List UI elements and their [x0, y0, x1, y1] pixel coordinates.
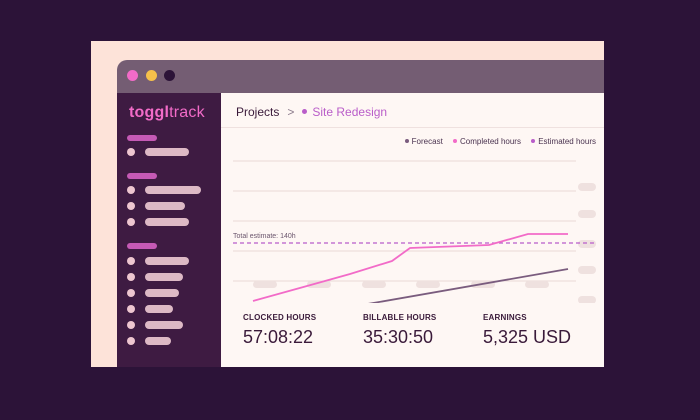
- sidebar-item-label-placeholder: [145, 337, 171, 345]
- legend-dot-icon: [453, 138, 458, 143]
- sidebar-section-header: [127, 135, 157, 141]
- sidebar-bullet-icon: [127, 202, 135, 210]
- sidebar-bullet-icon: [127, 321, 135, 329]
- x-tick-label-placeholder: [416, 281, 440, 288]
- logo-product: track: [169, 104, 205, 121]
- sidebar-item-label-placeholder: [145, 305, 173, 313]
- chart-series: [233, 233, 596, 303]
- sidebar-item-label-placeholder: [145, 289, 179, 297]
- breadcrumb: Projects > Site Redesign: [236, 105, 387, 119]
- legend-dot-icon: [531, 138, 536, 143]
- x-tick-label-placeholder: [307, 281, 331, 288]
- y-tick-label-placeholder: [578, 210, 596, 218]
- sidebar-item-label-placeholder: [145, 202, 185, 210]
- project-color-dot-icon: [302, 109, 308, 115]
- total-estimate-annotation: Total estimate: 140h: [233, 233, 296, 240]
- main-content: Projects > Site Redesign Forecast Complete…: [221, 93, 604, 367]
- stat-label: EARNINGS: [483, 313, 527, 322]
- breadcrumb-projects-link[interactable]: Projects: [236, 105, 280, 119]
- stat-value: 57:08:22: [243, 327, 314, 347]
- hours-chart: Total estimate: 140h: [233, 160, 596, 303]
- legend-item-forecast[interactable]: Forecast: [404, 137, 443, 146]
- stat-value: 5,325 USD: [483, 327, 572, 347]
- x-tick-placeholders: [253, 281, 549, 288]
- sidebar-item-label-placeholder: [145, 273, 183, 281]
- legend-label-estimated: Estimated hours: [538, 137, 596, 146]
- y-tick-label-placeholder: [578, 240, 596, 248]
- sidebar: toggltrack: [117, 93, 221, 367]
- logo-brand: toggl: [129, 104, 170, 121]
- y-tick-label-placeholder: [578, 296, 596, 303]
- sidebar-bullet-icon: [127, 337, 135, 345]
- sidebar-section-header: [127, 173, 157, 179]
- x-tick-label-placeholder: [253, 281, 277, 288]
- sidebar-bullet-icon: [127, 289, 135, 297]
- sidebar-item-label-placeholder: [145, 218, 189, 226]
- chart-legend: Forecast Completed hours Estimated hours: [397, 137, 596, 146]
- series-completed-hours-line: [252, 233, 568, 302]
- legend-label-completed: Completed hours: [460, 137, 521, 146]
- stat-earnings: EARNINGS 5,325 USD: [483, 313, 571, 348]
- header-divider: [221, 127, 604, 128]
- y-tick-placeholders: [578, 183, 596, 303]
- x-tick-label-placeholder: [362, 281, 386, 288]
- toggl-track-logo[interactable]: toggltrack: [129, 104, 205, 122]
- stat-value: 35:30:50: [363, 327, 434, 347]
- sidebar-section-header: [127, 243, 157, 249]
- sidebar-bullet-icon: [127, 186, 135, 194]
- sidebar-item-label-placeholder: [145, 257, 189, 265]
- legend-dot-icon: [404, 138, 409, 143]
- y-tick-label-placeholder: [578, 183, 596, 191]
- sidebar-bullet-icon: [127, 257, 135, 265]
- title-bar: [117, 60, 604, 93]
- legend-item-estimated[interactable]: Estimated hours: [531, 137, 596, 146]
- sidebar-item-label-placeholder: [145, 148, 189, 156]
- stat-clocked-hours: CLOCKED HOURS 57:08:22: [243, 313, 316, 348]
- chart-grid: [233, 160, 576, 282]
- close-window-dot[interactable]: [127, 70, 138, 81]
- minimize-window-dot[interactable]: [146, 70, 157, 81]
- breadcrumb-current-project[interactable]: Site Redesign: [312, 105, 388, 119]
- sidebar-bullet-icon: [127, 148, 135, 156]
- sidebar-bullet-icon: [127, 305, 135, 313]
- y-tick-label-placeholder: [578, 266, 596, 274]
- stat-label: CLOCKED HOURS: [243, 313, 317, 322]
- stat-label: BILLABLE HOURS: [363, 313, 437, 322]
- legend-label-forecast: Forecast: [411, 137, 443, 146]
- sidebar-bullet-icon: [127, 218, 135, 226]
- chevron-right-icon: >: [287, 105, 295, 119]
- x-tick-label-placeholder: [525, 281, 549, 288]
- series-forecast-line: [368, 268, 569, 303]
- legend-item-completed[interactable]: Completed hours: [453, 137, 521, 146]
- app-window: toggltrack Projects > Site Redesign Foreca…: [117, 60, 604, 367]
- maximize-window-dot[interactable]: [164, 70, 175, 81]
- sidebar-bullet-icon: [127, 273, 135, 281]
- sidebar-item-label-placeholder: [145, 186, 201, 194]
- sidebar-item-label-placeholder: [145, 321, 183, 329]
- stat-billable-hours: BILLABLE HOURS 35:30:50: [363, 313, 436, 348]
